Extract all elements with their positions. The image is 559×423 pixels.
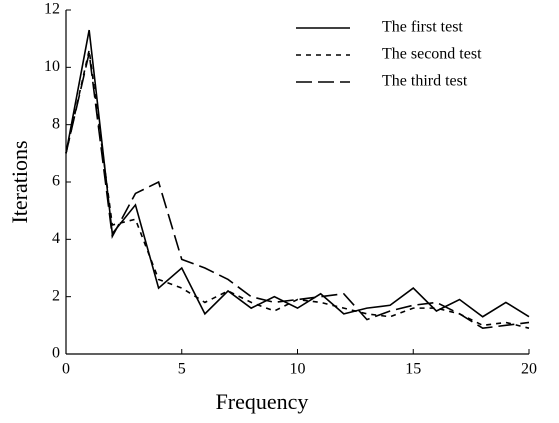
y-tick-label: 6	[52, 173, 60, 190]
x-axis-label: Frequency	[216, 389, 309, 414]
y-tick-label: 12	[44, 1, 60, 18]
x-tick-label: 5	[178, 361, 186, 378]
y-axis-label: Iterations	[7, 140, 32, 223]
y-tick-label: 0	[52, 345, 60, 362]
y-tick-label: 10	[44, 58, 60, 75]
x-tick-label: 20	[521, 361, 537, 378]
x-tick-label: 10	[290, 361, 306, 378]
y-tick-label: 8	[52, 115, 60, 132]
y-tick-label: 4	[52, 230, 60, 247]
line-series	[65, 29, 530, 318]
legend-label: The second test	[382, 46, 482, 63]
x-tick-label: 15	[405, 361, 421, 378]
legend-label: The first test	[382, 19, 463, 36]
line-series	[65, 52, 530, 330]
y-tick-label: 2	[52, 287, 60, 304]
legend-label: The third test	[382, 73, 468, 90]
x-tick-label: 0	[62, 361, 70, 378]
line-series	[65, 49, 530, 329]
